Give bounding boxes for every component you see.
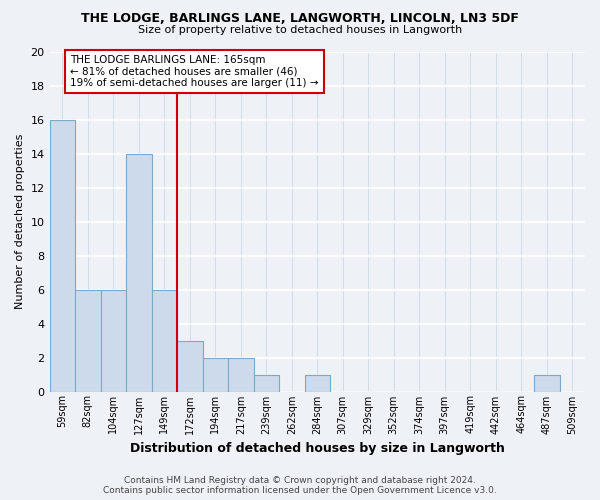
- Bar: [101, 290, 126, 392]
- Text: THE LODGE, BARLINGS LANE, LANGWORTH, LINCOLN, LN3 5DF: THE LODGE, BARLINGS LANE, LANGWORTH, LIN…: [81, 12, 519, 26]
- Bar: [534, 374, 560, 392]
- X-axis label: Distribution of detached houses by size in Langworth: Distribution of detached houses by size …: [130, 442, 505, 455]
- Text: THE LODGE BARLINGS LANE: 165sqm
← 81% of detached houses are smaller (46)
19% of: THE LODGE BARLINGS LANE: 165sqm ← 81% of…: [70, 55, 319, 88]
- Bar: [177, 340, 203, 392]
- Y-axis label: Number of detached properties: Number of detached properties: [15, 134, 25, 309]
- Text: Size of property relative to detached houses in Langworth: Size of property relative to detached ho…: [138, 25, 462, 35]
- Bar: [152, 290, 177, 392]
- Bar: [75, 290, 101, 392]
- Text: Contains HM Land Registry data © Crown copyright and database right 2024.
Contai: Contains HM Land Registry data © Crown c…: [103, 476, 497, 495]
- Bar: [203, 358, 228, 392]
- Bar: [305, 374, 330, 392]
- Bar: [126, 154, 152, 392]
- Bar: [50, 120, 75, 392]
- Bar: [228, 358, 254, 392]
- Bar: [254, 374, 279, 392]
